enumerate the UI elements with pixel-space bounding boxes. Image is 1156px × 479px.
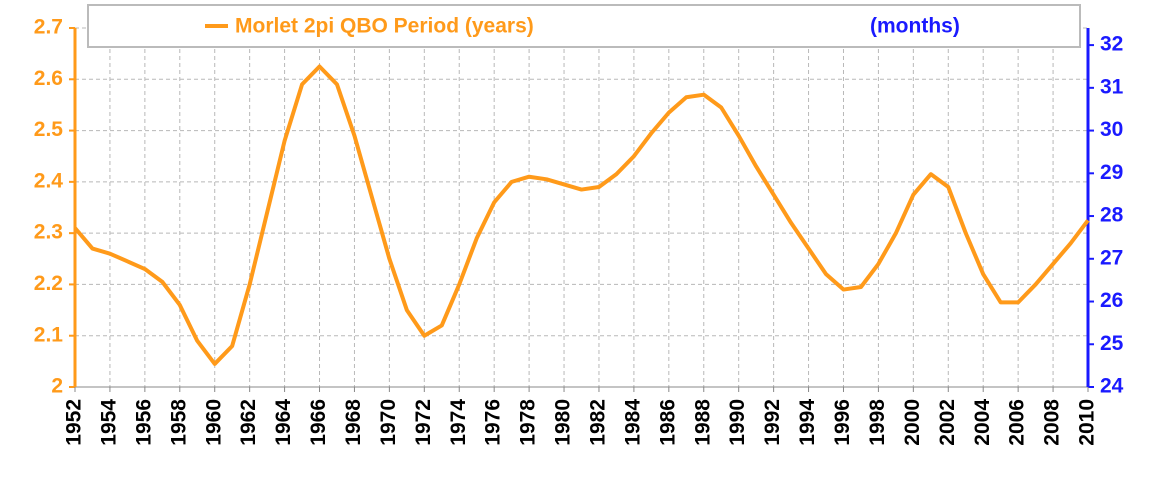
x-tick-label: 2000: [901, 399, 924, 446]
x-tick-label: 1982: [587, 399, 610, 446]
x-tick-label: 1998: [866, 399, 889, 446]
y2-tick-label: 31: [1100, 75, 1124, 98]
y2-tick-label: 26: [1100, 289, 1123, 312]
y2-axis-label: (months): [870, 15, 960, 38]
y-tick-label: 2.3: [34, 221, 63, 244]
x-tick-label: 1974: [447, 399, 470, 446]
x-tick-label: 1980: [552, 399, 575, 446]
legend-box: [87, 4, 1081, 48]
legend-label: Morlet 2pi QBO Period (years): [235, 15, 534, 38]
x-tick-label: 1962: [237, 399, 260, 446]
x-tick-label: 1984: [621, 399, 644, 446]
x-tick-label: 1990: [726, 399, 749, 446]
x-tick-label: 2010: [1076, 399, 1099, 446]
x-tick-label: 1996: [831, 399, 854, 446]
x-tick-label: 1970: [377, 399, 400, 446]
y-tick-label: 2.4: [34, 169, 64, 192]
y2-tick-label: 32: [1100, 33, 1123, 56]
x-tick-label: 1978: [517, 399, 540, 446]
y-tick-label: 2.5: [34, 118, 64, 141]
y-tick-label: 2: [51, 375, 63, 398]
y2-tick-label: 25: [1100, 332, 1124, 355]
x-tick-label: 1960: [202, 399, 225, 446]
y2-tick-label: 28: [1100, 204, 1124, 227]
x-tick-label: 1964: [272, 399, 295, 446]
x-tick-label: 1986: [656, 399, 679, 446]
x-tick-label: 1988: [691, 399, 714, 446]
x-tick-label: 1968: [342, 399, 365, 446]
y-tick-label: 2.1: [34, 323, 64, 346]
x-tick-label: 1976: [482, 399, 505, 446]
series-line: [73, 64, 1090, 366]
y2-tick-label: 29: [1100, 161, 1123, 184]
y-tick-label: 2.2: [34, 272, 63, 295]
x-tick-label: 1952: [63, 399, 86, 446]
y-tick-label: 2.7: [34, 16, 63, 39]
x-tick-label: 1966: [307, 399, 330, 446]
x-tick-label: 1958: [167, 399, 190, 446]
x-tick-label: 1954: [97, 399, 120, 446]
y2-tick-label: 27: [1100, 246, 1123, 269]
x-tick-label: 1956: [132, 399, 155, 446]
x-tick-label: 2002: [936, 399, 959, 446]
x-tick-label: 1972: [412, 399, 435, 446]
x-tick-label: 2006: [1006, 399, 1029, 446]
x-tick-label: 1992: [761, 399, 784, 446]
x-tick-label: 2008: [1041, 399, 1064, 446]
x-tick-label: 2004: [971, 399, 994, 446]
y2-tick-label: 30: [1100, 118, 1123, 141]
x-tick-label: 1994: [796, 399, 819, 446]
grid: [74, 27, 1089, 388]
y-tick-label: 2.6: [34, 67, 63, 90]
y2-tick-label: 24: [1100, 375, 1124, 398]
